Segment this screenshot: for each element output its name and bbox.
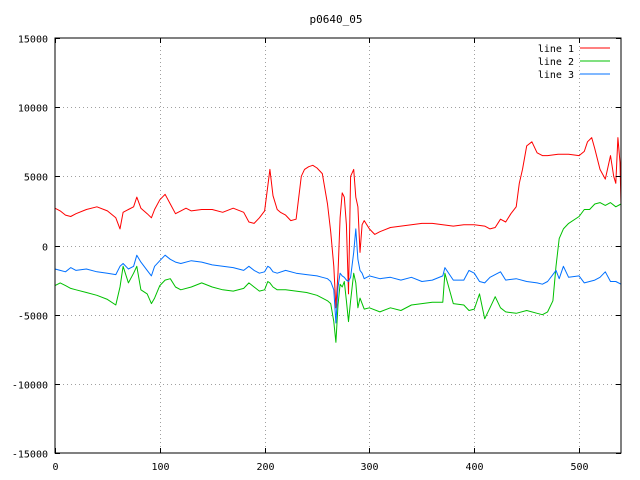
- series-line-2: [54, 202, 622, 343]
- legend-label: line 3: [538, 70, 574, 81]
- y-tick-label: -15000: [12, 450, 48, 461]
- y-tick-label: 0: [42, 243, 48, 254]
- grid-lines: [55, 38, 621, 453]
- axis-ticks: 0 100 200 300 400 500 -15000 -10000 -5000 0 5000 10…: [12, 35, 621, 473]
- x-tick-label: 200: [256, 462, 274, 473]
- plot-frame: [54, 37, 622, 454]
- x-tick-label: 0: [52, 462, 58, 473]
- y-tick-label: 15000: [18, 35, 48, 46]
- chart-title: p0640_05: [310, 13, 363, 26]
- x-tick-label: 400: [465, 462, 483, 473]
- x-tick-label: 100: [151, 462, 169, 473]
- y-tick-label: 10000: [18, 104, 48, 115]
- y-tick-label: -5000: [18, 312, 48, 323]
- legend: line 1 line 2 line 3: [538, 44, 610, 81]
- y-tick-label: -10000: [12, 381, 48, 392]
- x-tick-label: 500: [570, 462, 588, 473]
- series-line-1: [54, 137, 622, 309]
- series-group: [54, 137, 622, 343]
- x-tick-label: 300: [360, 462, 378, 473]
- series-line-3: [54, 228, 622, 324]
- y-tick-label: 5000: [24, 173, 48, 184]
- legend-label: line 1: [538, 44, 574, 55]
- legend-label: line 2: [538, 57, 574, 68]
